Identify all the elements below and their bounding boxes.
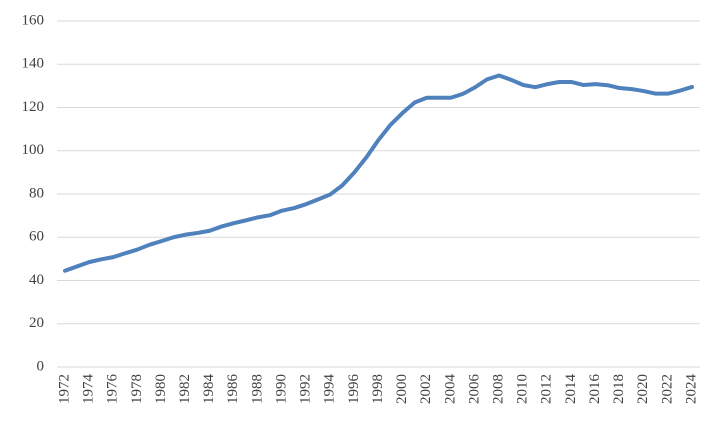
- x-tick-label: 2012: [539, 374, 555, 404]
- x-tick-label: 1998: [370, 374, 386, 404]
- x-tick-label: 1980: [153, 374, 169, 404]
- x-tick-label: 1996: [346, 374, 362, 405]
- data-line: [63, 73, 694, 273]
- x-tick-label: 1978: [129, 374, 145, 404]
- x-tick-label: 2016: [587, 374, 603, 405]
- x-tick-label: 2020: [635, 374, 651, 404]
- y-tick-label: 20: [29, 315, 44, 331]
- x-tick-label: 1976: [105, 374, 121, 405]
- x-tick-label: 2008: [491, 374, 507, 404]
- x-tick-label: 2024: [683, 374, 699, 405]
- x-tick-label: 1992: [298, 374, 314, 404]
- x-tick-label: 2010: [515, 374, 531, 404]
- x-tick-label: 1974: [81, 374, 97, 405]
- x-tick-label: 1994: [322, 374, 338, 405]
- x-tick-label: 1982: [177, 374, 193, 404]
- x-tick-label: 1988: [249, 374, 265, 404]
- x-tick-label: 2000: [394, 374, 410, 404]
- y-tick-label: 160: [22, 12, 45, 28]
- y-tick-label: 120: [22, 99, 45, 115]
- y-tick-label: 40: [29, 272, 44, 288]
- y-tick-label: 100: [22, 142, 45, 158]
- x-tick-label: 2006: [466, 374, 482, 405]
- x-tick-label: 1990: [273, 374, 289, 404]
- x-tick-label: 2002: [418, 374, 434, 404]
- y-tick-label: 60: [29, 229, 44, 245]
- x-tick-label: 1984: [201, 374, 217, 405]
- x-tick-label: 2004: [442, 374, 458, 405]
- x-tick-label: 1972: [56, 374, 72, 404]
- y-tick-label: 0: [37, 358, 45, 374]
- x-tick-label: 1986: [225, 374, 241, 405]
- x-tick-label: 2022: [659, 374, 675, 404]
- x-tick-label: 2014: [563, 374, 579, 405]
- x-tick-label: 2018: [611, 374, 627, 404]
- y-tick-label: 140: [22, 56, 45, 72]
- y-tick-label: 80: [29, 185, 44, 201]
